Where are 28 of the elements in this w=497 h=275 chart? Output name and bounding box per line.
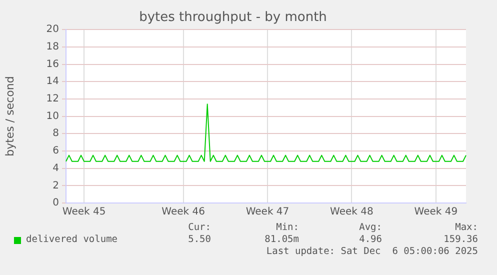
y-axis-title: bytes / second bbox=[3, 76, 16, 156]
x-tick-label: Week 48 bbox=[330, 206, 374, 218]
text: 5.50 bbox=[188, 234, 211, 245]
text: Max: bbox=[455, 222, 478, 233]
y-tick-label: 10 bbox=[46, 110, 59, 122]
chart-title: bytes throughput - by month bbox=[139, 10, 327, 26]
y-tick-label: 18 bbox=[46, 42, 59, 53]
y-tick-label: 16 bbox=[46, 58, 59, 70]
x-tick-label: Week 47 bbox=[246, 206, 290, 218]
y-tick-label: 2 bbox=[52, 180, 59, 192]
y-tick-label: 20 bbox=[46, 24, 59, 36]
text: Avg: bbox=[359, 222, 382, 233]
text: Cur: bbox=[188, 222, 211, 233]
y-tick-label: 4 bbox=[52, 162, 59, 174]
y-tick-label: 14 bbox=[46, 76, 59, 88]
legend-label: delivered volume bbox=[26, 234, 118, 245]
y-tick-label: 12 bbox=[46, 94, 59, 105]
text: 81.05m bbox=[264, 234, 299, 245]
text: Last update: Sat Dec 6 05:00:06 2025 bbox=[266, 246, 478, 257]
y-tick-label: 6 bbox=[52, 146, 59, 157]
text: Min: bbox=[276, 222, 299, 233]
text: 4.96 bbox=[359, 234, 382, 245]
x-tick-label: Week 45 bbox=[62, 206, 106, 218]
y-tick-label: 8 bbox=[52, 128, 59, 140]
y-tick-label: 0 bbox=[52, 198, 59, 209]
x-tick-label: Week 46 bbox=[162, 206, 205, 218]
x-tick-label: Week 49 bbox=[414, 206, 458, 218]
text: 159.36 bbox=[444, 234, 478, 245]
